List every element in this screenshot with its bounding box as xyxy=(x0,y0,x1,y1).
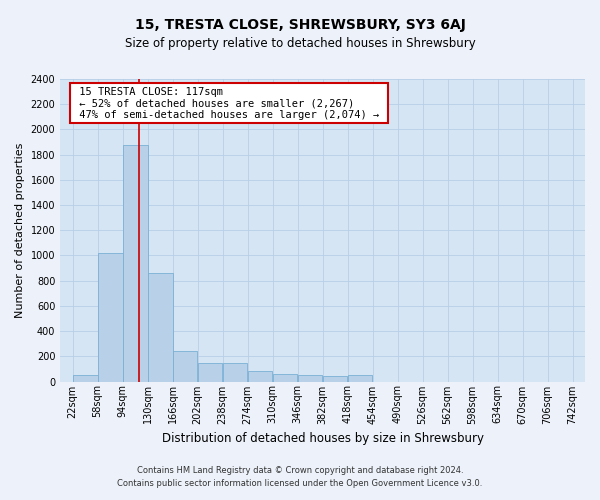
Text: Size of property relative to detached houses in Shrewsbury: Size of property relative to detached ho… xyxy=(125,38,475,51)
Text: 15, TRESTA CLOSE, SHREWSBURY, SY3 6AJ: 15, TRESTA CLOSE, SHREWSBURY, SY3 6AJ xyxy=(134,18,466,32)
Bar xyxy=(123,144,148,382)
Bar xyxy=(273,374,298,382)
Bar xyxy=(148,273,173,382)
X-axis label: Distribution of detached houses by size in Shrewsbury: Distribution of detached houses by size … xyxy=(161,432,484,445)
Bar xyxy=(348,375,373,382)
Bar xyxy=(248,372,272,382)
Bar xyxy=(198,362,223,382)
Bar xyxy=(73,375,98,382)
Bar xyxy=(173,352,197,382)
Bar xyxy=(98,253,122,382)
Text: 15 TRESTA CLOSE: 117sqm
 ← 52% of detached houses are smaller (2,267)
 47% of se: 15 TRESTA CLOSE: 117sqm ← 52% of detache… xyxy=(73,86,385,120)
Bar xyxy=(323,376,347,382)
Bar xyxy=(298,374,322,382)
Text: Contains HM Land Registry data © Crown copyright and database right 2024.
Contai: Contains HM Land Registry data © Crown c… xyxy=(118,466,482,487)
Bar xyxy=(223,362,247,382)
Y-axis label: Number of detached properties: Number of detached properties xyxy=(15,142,25,318)
